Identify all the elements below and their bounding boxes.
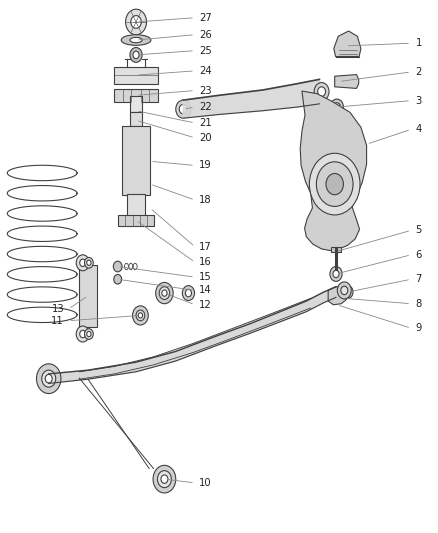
- Text: 20: 20: [199, 133, 212, 143]
- Circle shape: [161, 475, 168, 483]
- Text: 22: 22: [199, 102, 212, 112]
- Polygon shape: [183, 79, 319, 118]
- Text: 4: 4: [416, 124, 422, 134]
- Circle shape: [333, 103, 340, 111]
- Circle shape: [157, 471, 171, 488]
- Circle shape: [138, 313, 143, 318]
- Circle shape: [337, 282, 351, 299]
- Circle shape: [330, 266, 342, 281]
- Circle shape: [126, 9, 147, 35]
- Circle shape: [326, 173, 343, 195]
- Text: 23: 23: [199, 85, 212, 95]
- Text: 3: 3: [416, 95, 422, 106]
- Circle shape: [330, 99, 343, 115]
- Circle shape: [185, 289, 191, 297]
- Text: 18: 18: [199, 195, 212, 205]
- Circle shape: [318, 87, 325, 96]
- FancyBboxPatch shape: [331, 247, 341, 252]
- Text: 19: 19: [199, 160, 212, 171]
- Text: 14: 14: [199, 286, 212, 295]
- FancyBboxPatch shape: [130, 96, 142, 112]
- Text: 7: 7: [416, 274, 422, 284]
- Ellipse shape: [130, 37, 142, 43]
- Circle shape: [316, 162, 353, 206]
- Text: 9: 9: [416, 323, 422, 333]
- Circle shape: [159, 287, 170, 300]
- Circle shape: [333, 270, 339, 278]
- Text: 5: 5: [416, 225, 422, 236]
- Text: 11: 11: [51, 316, 64, 326]
- Text: 13: 13: [51, 304, 64, 314]
- Circle shape: [114, 274, 122, 284]
- Circle shape: [309, 154, 360, 215]
- Text: 1: 1: [416, 38, 422, 48]
- Circle shape: [155, 282, 173, 304]
- Circle shape: [182, 286, 194, 301]
- Circle shape: [136, 310, 145, 321]
- Polygon shape: [334, 31, 361, 56]
- Circle shape: [80, 259, 86, 266]
- Polygon shape: [300, 91, 367, 251]
- Circle shape: [162, 290, 167, 296]
- FancyBboxPatch shape: [127, 193, 145, 216]
- Circle shape: [179, 104, 187, 114]
- Polygon shape: [335, 75, 359, 88]
- Circle shape: [133, 51, 139, 59]
- Circle shape: [85, 257, 93, 268]
- Circle shape: [345, 289, 350, 295]
- Text: 24: 24: [199, 66, 212, 76]
- Circle shape: [341, 286, 348, 295]
- Circle shape: [133, 306, 148, 325]
- Circle shape: [42, 370, 56, 387]
- Circle shape: [343, 286, 353, 298]
- Circle shape: [45, 374, 52, 383]
- FancyBboxPatch shape: [114, 67, 158, 84]
- Text: 6: 6: [416, 250, 422, 260]
- Text: 21: 21: [199, 118, 212, 128]
- Circle shape: [80, 330, 86, 338]
- Circle shape: [113, 261, 122, 272]
- Circle shape: [131, 15, 141, 28]
- Circle shape: [153, 465, 176, 493]
- Ellipse shape: [121, 35, 151, 45]
- Circle shape: [76, 255, 89, 271]
- FancyBboxPatch shape: [118, 215, 154, 225]
- Circle shape: [87, 332, 91, 337]
- Text: 17: 17: [199, 242, 212, 252]
- Circle shape: [314, 83, 329, 101]
- Polygon shape: [49, 287, 336, 383]
- FancyBboxPatch shape: [130, 112, 142, 126]
- Text: 25: 25: [199, 46, 212, 55]
- Circle shape: [176, 100, 191, 118]
- Text: 15: 15: [199, 272, 212, 282]
- Text: 8: 8: [416, 298, 422, 309]
- Text: 12: 12: [199, 300, 212, 310]
- Text: 2: 2: [416, 67, 422, 77]
- Text: 16: 16: [199, 257, 212, 267]
- FancyBboxPatch shape: [122, 126, 150, 195]
- Circle shape: [36, 364, 61, 393]
- Text: 27: 27: [199, 13, 212, 23]
- Polygon shape: [328, 287, 348, 305]
- Text: 10: 10: [199, 478, 212, 488]
- Text: 26: 26: [199, 30, 212, 40]
- Circle shape: [76, 326, 89, 342]
- Circle shape: [130, 47, 142, 62]
- Circle shape: [87, 260, 91, 265]
- FancyBboxPatch shape: [114, 90, 158, 102]
- Circle shape: [85, 329, 93, 340]
- FancyBboxPatch shape: [79, 265, 97, 327]
